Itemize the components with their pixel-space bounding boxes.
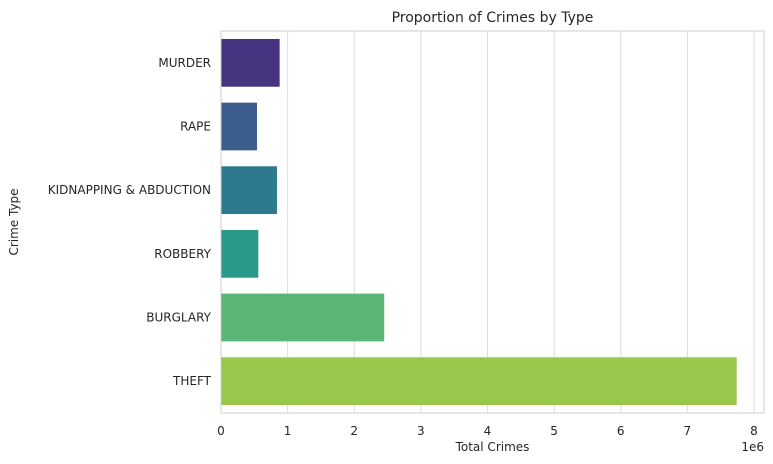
x-axis-offset-label: 1e6 (741, 440, 764, 454)
y-tick-label: KIDNAPPING & ABDUCTION (48, 183, 211, 197)
bars (221, 38, 737, 406)
y-axis-label: Crime Type (7, 188, 21, 255)
x-tick-label: 5 (550, 424, 558, 438)
x-axis-label: Total Crimes (455, 440, 530, 454)
bar-rape (221, 102, 257, 151)
x-tick-labels: 0 1 2 3 4 5 6 7 8 (217, 424, 758, 438)
x-tick-label: 3 (417, 424, 425, 438)
grid-lines (220, 31, 755, 413)
x-tick-label: 4 (484, 424, 492, 438)
bar-kidnapping-abduction (221, 166, 277, 215)
x-tick-label: 6 (617, 424, 625, 438)
y-tick-label: BURGLARY (146, 311, 211, 325)
x-tick-label: 1 (284, 424, 292, 438)
bar-murder (221, 38, 280, 87)
bar-robbery (221, 229, 259, 278)
plot-frame (220, 30, 765, 414)
y-tick-label: ROBBERY (154, 247, 211, 261)
x-tick-label: 8 (750, 424, 758, 438)
y-tick-label: RAPE (180, 120, 211, 134)
x-tick-label: 7 (684, 424, 692, 438)
y-tick-label: MURDER (158, 56, 211, 70)
chart-title: Proportion of Crimes by Type (392, 10, 594, 26)
y-tick-label: THEFT (172, 374, 212, 388)
bar-burglary (221, 293, 385, 342)
x-tick-label: 0 (217, 424, 225, 438)
x-tick-label: 2 (350, 424, 358, 438)
bar-theft (221, 357, 737, 406)
y-tick-labels: MURDER RAPE KIDNAPPING & ABDUCTION ROBBERY B… (48, 56, 212, 388)
